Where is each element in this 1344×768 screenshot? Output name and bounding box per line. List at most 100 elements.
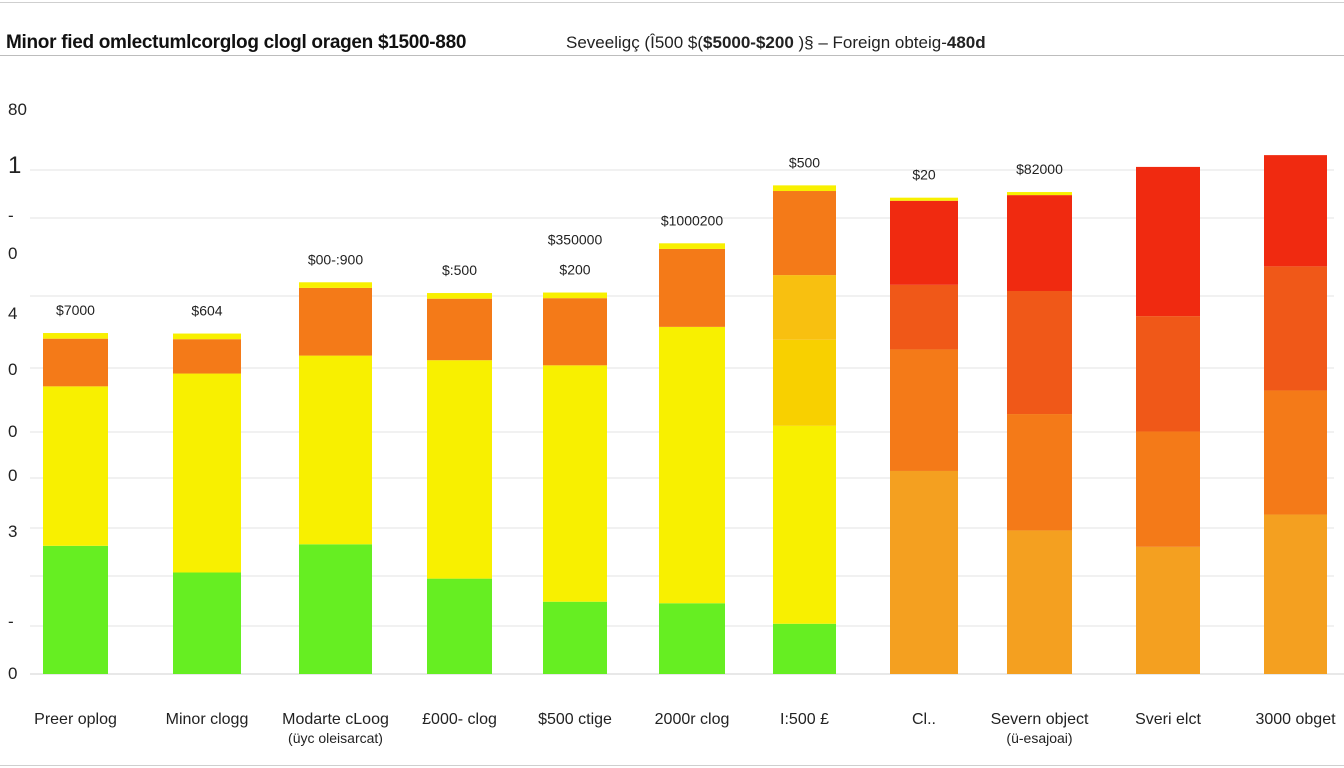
bar-segment-green <box>43 545 108 674</box>
bar-segment-orange <box>1007 530 1072 674</box>
y-tick-label: 0 <box>8 422 18 441</box>
x-tick-label: Cl.. <box>864 710 984 729</box>
bar-segment-dark-orange <box>773 191 836 276</box>
bar-segment-dark-orange <box>659 248 725 327</box>
bar-segment-red-orange <box>890 284 958 350</box>
bottom-border <box>0 765 1344 766</box>
x-tick-label: 2000r clog <box>632 710 752 729</box>
bar-segment-yellow <box>543 365 607 602</box>
x-tick-label: 3000 obget <box>1236 710 1344 729</box>
y-tick-label: 0 <box>8 244 18 263</box>
x-tick-label-text: 2000r clog <box>654 711 730 728</box>
bar-group <box>890 197 958 674</box>
bar-segment-yellow <box>173 373 241 573</box>
subtitle-value: 480d <box>946 33 986 52</box>
bar-segment-red-orange <box>1264 266 1327 391</box>
bar-segment-red <box>890 200 958 285</box>
subtitle-mid: )§ – Foreign obteig- <box>793 33 947 52</box>
x-tick-label: Sveri elct <box>1108 710 1228 729</box>
bar-group <box>659 243 725 674</box>
bar-segment-dark-orange <box>543 298 607 366</box>
data-label: $00-:900 <box>308 251 363 267</box>
bar-segment-gold <box>773 339 836 426</box>
x-tick-label-text: 3000 obget <box>1255 711 1336 728</box>
y-tick-label: - <box>8 206 14 225</box>
header-divider <box>0 55 1344 56</box>
y-tick-label: 0 <box>8 360 18 379</box>
data-label: $82000 <box>1016 161 1063 177</box>
subtitle-prefix: Seveeligç (Î500 $( <box>566 33 704 52</box>
x-tick-label-text: £000- clog <box>422 711 497 728</box>
bar-group <box>299 282 372 674</box>
bar-segment-dark-orange <box>173 339 241 374</box>
y-tick-label: 3 <box>8 522 18 541</box>
bar-segment-yellow-cap <box>43 333 108 339</box>
bar-segment-dark-orange <box>427 298 492 361</box>
data-label: $:500 <box>442 262 477 278</box>
data-label: $350000 <box>548 232 603 248</box>
bar-group <box>427 293 492 674</box>
y-tick-label: 80 <box>8 100 27 119</box>
bar-segment-orange <box>1136 546 1200 674</box>
data-label: $1000200 <box>661 212 724 228</box>
x-tick-label: Preer oplog <box>16 710 136 729</box>
bar-segment-green <box>427 578 492 674</box>
bar-segment-green <box>659 603 725 674</box>
bar-segment-red <box>1007 195 1072 291</box>
bar-segment-yellow-cap <box>173 333 241 340</box>
x-tick-label: I:500 £ <box>745 710 865 729</box>
bar-segment-green <box>543 601 607 674</box>
bar-group <box>1007 192 1072 674</box>
x-tick-label-text: I:500 £ <box>780 711 829 728</box>
bar-segment-yellow <box>43 386 108 546</box>
x-tick-label: Severn object (ü-esajoai) <box>980 710 1100 748</box>
bar-segment-dark-orange <box>1264 390 1327 515</box>
x-tick-label: Modarte cLoog (üyc oleisarcat) <box>276 710 396 748</box>
bar-segment-dark-orange <box>890 349 958 471</box>
x-tick-label: £000- clog <box>400 710 520 729</box>
data-label: $500 <box>789 154 820 170</box>
bar-segment-orange <box>1264 514 1327 674</box>
bar-segment-yellow-cap <box>1007 192 1072 196</box>
bar-group <box>773 185 836 674</box>
x-tick-label-text: Minor clogg <box>165 711 249 728</box>
x-tick-sublabel: (ü-esajoai) <box>1006 730 1073 746</box>
x-tick-sublabel: (üyc oleisarcat) <box>288 730 383 746</box>
bar-segment-dark-orange <box>299 287 372 356</box>
data-label: $20 <box>912 167 936 183</box>
bar-segment-red <box>1264 155 1327 267</box>
x-tick-label-text: $500 ctige <box>538 711 612 728</box>
y-tick-label: 0 <box>8 664 18 683</box>
bar-segment-yellow <box>427 360 492 579</box>
bar-group <box>543 292 607 674</box>
x-tick-label-text: Sveri elct <box>1135 711 1201 728</box>
bar-segment-yellow-cap <box>659 243 725 249</box>
y-tick-label: - <box>8 612 14 631</box>
bar-segment-yellow-cap <box>543 292 607 299</box>
bar-segment-orange <box>890 470 958 674</box>
bar-segment-red-orange <box>1136 316 1200 432</box>
bar-group <box>43 333 108 674</box>
bar-group <box>1264 155 1327 674</box>
bar-segment-red <box>1136 166 1200 317</box>
x-tick-label-text: Modarte cLoog <box>282 711 389 728</box>
bar-segment-dark-orange <box>1136 431 1200 547</box>
chart-title: Minor fied omlectumlcorglog clogl oragen… <box>6 32 467 53</box>
bar-segment-red-orange <box>1007 290 1072 415</box>
data-label: $7000 <box>56 302 95 318</box>
bar-segment-yellow-cap <box>773 185 836 192</box>
bar-group <box>1136 166 1200 674</box>
bar-segment-green <box>299 544 372 674</box>
y-tick-label: 1 <box>8 152 22 179</box>
x-tick-label-text: Cl.. <box>912 711 936 728</box>
bar-segment-green <box>773 623 836 674</box>
bar-segment-yellow-cap <box>890 197 958 201</box>
bar-segment-yellow <box>299 355 372 545</box>
data-label: $604 <box>191 303 222 319</box>
bar-segment-yellow-cap <box>299 282 372 288</box>
x-tick-label: $500 ctige <box>515 710 635 729</box>
x-tick-label-text: Severn object <box>990 711 1089 728</box>
y-tick-label: 0 <box>8 466 18 485</box>
bar-segment-light-orange <box>773 275 836 340</box>
